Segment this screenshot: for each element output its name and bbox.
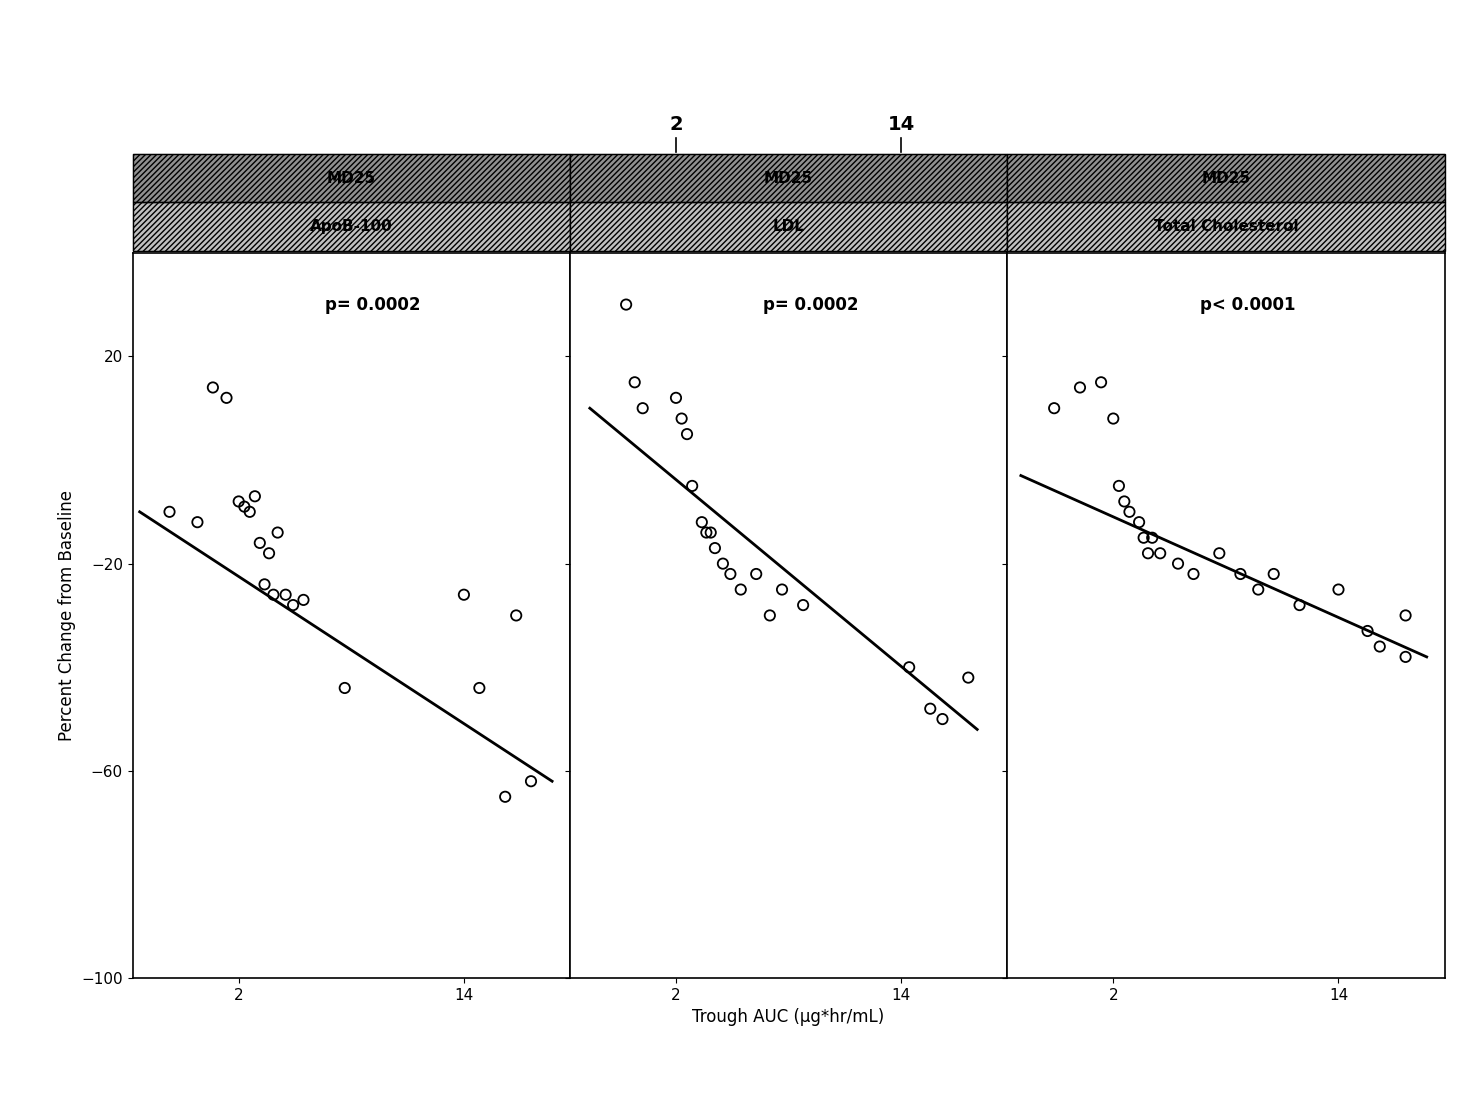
Y-axis label: Percent Change from Baseline: Percent Change from Baseline — [57, 490, 75, 741]
Point — [519, 773, 542, 790]
Point — [258, 544, 282, 562]
Point — [681, 477, 705, 495]
Text: Total Cholesterol: Total Cholesterol — [1154, 219, 1299, 234]
Point — [1394, 607, 1418, 624]
Text: 2: 2 — [669, 115, 682, 134]
Text: p= 0.0002: p= 0.0002 — [762, 297, 858, 314]
Point — [898, 658, 921, 676]
Point — [710, 555, 734, 573]
Point — [200, 379, 224, 397]
Point — [771, 580, 794, 598]
Point — [1107, 477, 1131, 495]
Point — [453, 586, 476, 603]
Point — [703, 540, 727, 557]
Point — [1394, 648, 1418, 666]
Point — [274, 586, 298, 603]
Point — [1327, 580, 1350, 598]
Point — [243, 488, 267, 506]
Point — [1128, 513, 1151, 531]
Point — [918, 700, 942, 718]
Point — [494, 788, 517, 806]
Point — [675, 425, 699, 443]
Point — [1182, 565, 1206, 582]
X-axis label: Trough AUC (μg*hr/mL): Trough AUC (μg*hr/mL) — [693, 1009, 884, 1026]
Text: MD25: MD25 — [764, 170, 814, 186]
Point — [665, 389, 688, 407]
Point — [758, 607, 781, 624]
Point — [1101, 410, 1125, 428]
Point — [292, 591, 315, 609]
Point — [699, 524, 722, 542]
Point — [1262, 565, 1285, 582]
Point — [237, 503, 261, 521]
Point — [1042, 399, 1066, 417]
Point — [227, 492, 251, 510]
Point — [690, 513, 713, 531]
Point — [467, 679, 491, 697]
Point — [1136, 544, 1160, 562]
Point — [248, 534, 271, 552]
Text: MD25: MD25 — [327, 170, 376, 186]
Point — [282, 597, 305, 614]
Point — [1288, 597, 1312, 614]
Text: ApoB-100: ApoB-100 — [310, 219, 392, 234]
Text: MD25: MD25 — [1201, 170, 1250, 186]
Text: p= 0.0002: p= 0.0002 — [326, 297, 422, 314]
Text: LDL: LDL — [772, 219, 805, 234]
Point — [1089, 374, 1113, 391]
Point — [262, 586, 286, 603]
Point — [1368, 637, 1391, 655]
Point — [744, 565, 768, 582]
Point — [694, 524, 718, 542]
Point — [930, 710, 954, 728]
Point — [1141, 529, 1164, 546]
Point — [504, 607, 528, 624]
Point — [1069, 379, 1092, 397]
Text: 14: 14 — [887, 115, 915, 134]
Point — [1148, 544, 1172, 562]
Point — [1207, 544, 1231, 562]
Point — [215, 389, 239, 407]
Point — [615, 296, 638, 313]
Point — [265, 524, 289, 542]
Point — [1247, 580, 1271, 598]
Point — [669, 410, 693, 428]
Point — [158, 503, 181, 521]
Point — [730, 580, 753, 598]
Point — [719, 565, 743, 582]
Point — [957, 669, 980, 687]
Point — [624, 374, 647, 391]
Point — [631, 399, 654, 417]
Point — [1356, 622, 1380, 640]
Point — [1229, 565, 1253, 582]
Point — [1166, 555, 1190, 573]
Point — [333, 679, 357, 697]
Point — [1117, 503, 1141, 521]
Point — [252, 576, 276, 593]
Point — [1132, 529, 1156, 546]
Point — [792, 597, 815, 614]
Text: p< 0.0001: p< 0.0001 — [1200, 297, 1296, 314]
Point — [1113, 492, 1136, 510]
Point — [186, 513, 209, 531]
Point — [233, 498, 256, 515]
